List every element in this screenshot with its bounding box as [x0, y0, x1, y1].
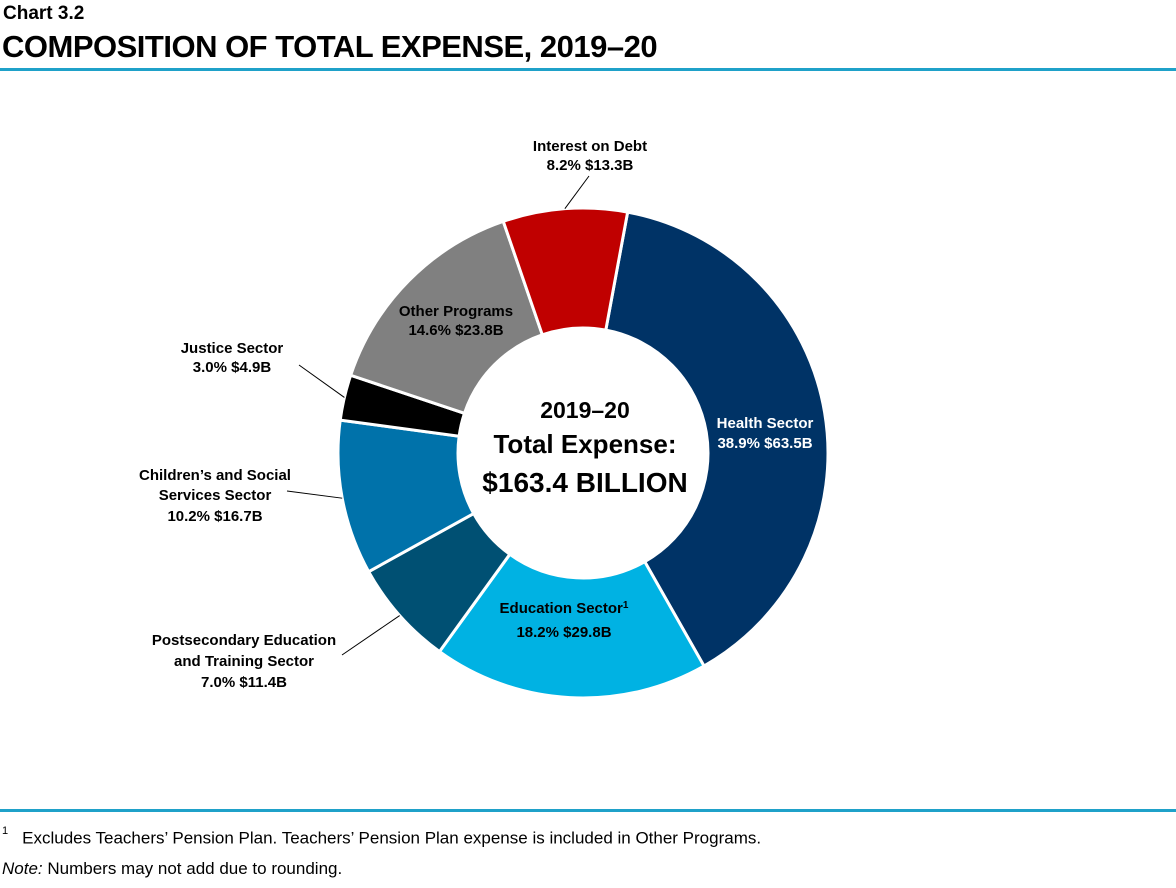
label-childrens-value: 10.2% $16.7B	[167, 508, 262, 525]
title-divider	[0, 68, 1176, 71]
note-label: Note:	[2, 859, 43, 878]
label-justice-name-0: Justice Sector	[181, 340, 284, 357]
donut-slices	[336, 206, 830, 700]
label-other-name-0: Other Programs	[399, 303, 513, 320]
footnote: 1 Excludes Teachers’ Pension Plan. Teache…	[2, 825, 762, 849]
slice-labels: Health Sector 38.9% $63.5B Education Secto…	[139, 138, 813, 691]
donut-chart: Health Sector 38.9% $63.5B Education Secto…	[139, 138, 830, 700]
leader-justice	[298, 364, 345, 398]
center-total: $163.4 BILLION	[482, 467, 687, 498]
slice-interest	[501, 206, 630, 337]
leader-postsecondary	[341, 615, 400, 656]
center-label: 2019–20 Total Expense: $163.4 BILLION	[482, 397, 687, 498]
label-education-name-0: Education Sector1	[500, 600, 629, 618]
leader-interest	[564, 175, 590, 209]
leader-childrens	[286, 490, 343, 499]
label-justice-value: 3.0% $4.9B	[193, 359, 272, 376]
footnote-mark: 1	[2, 825, 9, 837]
label-childrens-name-0: Children’s and Social	[139, 467, 291, 484]
note-text: Numbers may not add due to rounding.	[42, 859, 343, 878]
leader-lines	[286, 175, 590, 656]
slice-education	[437, 552, 707, 700]
chart-title: COMPOSITION OF TOTAL EXPENSE, 2019–20	[2, 29, 658, 64]
label-childrens-name-1: Services Sector	[159, 487, 272, 504]
footnote-divider	[0, 809, 1176, 812]
label-health-name-0: Health Sector	[717, 415, 814, 432]
label-education-footnote-mark: 1	[623, 600, 629, 611]
note: Note: Numbers may not add due to roundin…	[2, 859, 342, 879]
label-interest-name-0: Interest on Debt	[533, 138, 647, 155]
label-postsecondary-value: 7.0% $11.4B	[201, 674, 287, 691]
slice-health	[604, 210, 830, 669]
label-education-value: 18.2% $29.8B	[516, 624, 611, 641]
slice-other	[348, 219, 545, 416]
label-postsecondary-name-1: and Training Sector	[174, 653, 314, 670]
label-other-value: 14.6% $23.8B	[408, 322, 503, 339]
center-year: 2019–20	[540, 397, 630, 423]
footnote-text: Excludes Teachers’ Pension Plan. Teacher…	[22, 828, 762, 848]
chart-number: Chart 3.2	[3, 3, 85, 24]
label-interest-value: 8.2% $13.3B	[547, 157, 634, 174]
label-health-value: 38.9% $63.5B	[717, 435, 812, 452]
center-caption: Total Expense:	[493, 429, 676, 459]
label-postsecondary-name-0: Postsecondary Education	[152, 632, 336, 649]
